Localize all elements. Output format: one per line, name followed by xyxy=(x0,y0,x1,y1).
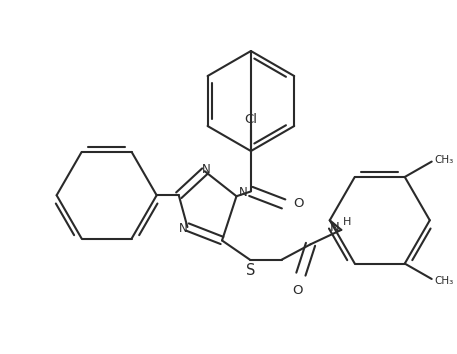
Text: N: N xyxy=(179,222,188,235)
Text: S: S xyxy=(246,263,255,278)
Text: O: O xyxy=(293,198,304,210)
Text: Cl: Cl xyxy=(244,113,257,126)
Text: H: H xyxy=(343,217,351,227)
Text: N: N xyxy=(329,221,340,234)
Text: N: N xyxy=(239,186,247,199)
Text: O: O xyxy=(292,284,303,297)
Text: CH₃: CH₃ xyxy=(435,155,454,165)
Text: CH₃: CH₃ xyxy=(435,276,454,286)
Text: N: N xyxy=(202,163,211,176)
